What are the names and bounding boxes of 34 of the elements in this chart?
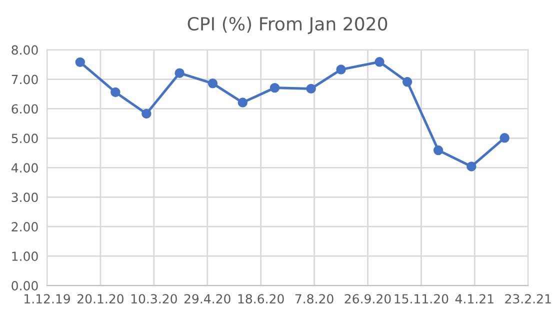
y-tick-label: 6.00 <box>12 104 38 114</box>
point <box>466 162 476 172</box>
x-tick-label: 29.4.20 <box>184 294 230 304</box>
y-tick-label: 7.00 <box>12 74 38 84</box>
point <box>270 82 280 93</box>
x-tick-label: 23.2.21 <box>505 294 551 304</box>
x-tick-label: 18.6.20 <box>238 294 284 304</box>
point <box>142 108 152 119</box>
point <box>238 98 248 108</box>
x-tick-label: 15.11.20 <box>394 294 448 304</box>
x-tick-label: 26.9.20 <box>344 294 391 304</box>
x-tick-label: 10.3.20 <box>131 294 177 304</box>
point <box>433 145 444 156</box>
y-tick-label: 0.00 <box>12 280 38 290</box>
point <box>374 57 384 67</box>
point <box>336 64 346 74</box>
point <box>208 78 218 88</box>
y-tick-label: 3.00 <box>12 192 38 202</box>
y-tick-label: 1.00 <box>12 252 38 261</box>
x-tick-label: 1.12.19 <box>24 294 70 304</box>
x-tick-label: 4.1.21 <box>455 294 494 304</box>
chart-title: CPI (%) From Jan 2020 <box>188 16 388 34</box>
point <box>500 133 510 143</box>
y-tick-label: 2.00 <box>12 222 38 232</box>
y-tick-label: 4.00 <box>11 163 38 173</box>
point <box>306 84 316 94</box>
point <box>174 68 184 78</box>
point <box>75 57 86 68</box>
y-tick-label: 5.00 <box>12 134 38 144</box>
point <box>402 77 412 87</box>
y-tick-label: 8.00 <box>12 45 38 55</box>
x-tick-label: 20.1.20 <box>78 294 124 304</box>
x-tick-label: 7.8.20 <box>295 294 334 304</box>
point <box>110 87 120 98</box>
